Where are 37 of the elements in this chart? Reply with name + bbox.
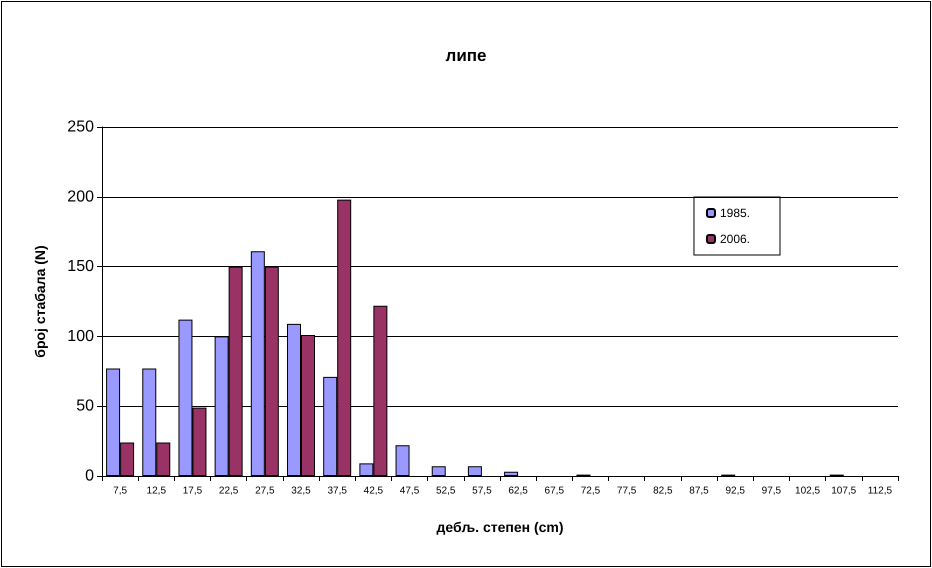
x-axis-title: дебљ. степен (cm) bbox=[436, 519, 564, 535]
x-tick-label: 107,5 bbox=[831, 486, 857, 496]
chart-title: липе bbox=[446, 46, 486, 65]
x-tick-label: 47,5 bbox=[400, 486, 420, 496]
x-tick-label: 82,5 bbox=[653, 486, 673, 496]
x-tick-label: 87,5 bbox=[689, 486, 710, 496]
x-tick-label: 32,5 bbox=[291, 486, 312, 496]
legend-label: 1985. bbox=[720, 206, 750, 220]
x-tick-label: 17,5 bbox=[182, 486, 203, 496]
x-tick-label: 72,5 bbox=[580, 486, 601, 496]
x-tick-label: 67,5 bbox=[544, 486, 564, 496]
y-tick-label: 250 bbox=[67, 118, 94, 136]
x-tick-label: 112,5 bbox=[868, 486, 892, 496]
x-tick-label: 62,5 bbox=[508, 486, 528, 496]
bar bbox=[468, 466, 482, 476]
y-tick-label: 50 bbox=[76, 398, 94, 415]
x-tick-label: 37,5 bbox=[327, 486, 348, 496]
bar bbox=[504, 472, 518, 476]
x-tick-label: 22,5 bbox=[218, 486, 239, 496]
y-tick-label: 0 bbox=[85, 468, 94, 484]
x-tick-label: 7,5 bbox=[113, 486, 128, 496]
x-tick-label: 92,5 bbox=[725, 486, 746, 496]
legend-label: 2006. bbox=[720, 232, 750, 246]
y-axis-title: број стабала (N) bbox=[32, 245, 48, 358]
x-tick-label: 52,5 bbox=[436, 486, 456, 496]
x-tick-label: 57,5 bbox=[472, 486, 492, 496]
y-tick-label: 150 bbox=[67, 258, 94, 276]
bar bbox=[396, 445, 410, 476]
bar bbox=[432, 466, 446, 476]
y-tick-label: 100 bbox=[67, 328, 94, 345]
x-tick-label: 97,5 bbox=[762, 486, 782, 496]
x-tick-label: 42,5 bbox=[364, 486, 384, 496]
y-tick-label: 200 bbox=[67, 188, 94, 206]
x-tick-label: 102,5 bbox=[795, 486, 820, 496]
x-tick-label: 12,5 bbox=[146, 486, 166, 496]
x-tick-label: 77,5 bbox=[616, 486, 637, 496]
x-tick-label: 27,5 bbox=[255, 486, 275, 496]
